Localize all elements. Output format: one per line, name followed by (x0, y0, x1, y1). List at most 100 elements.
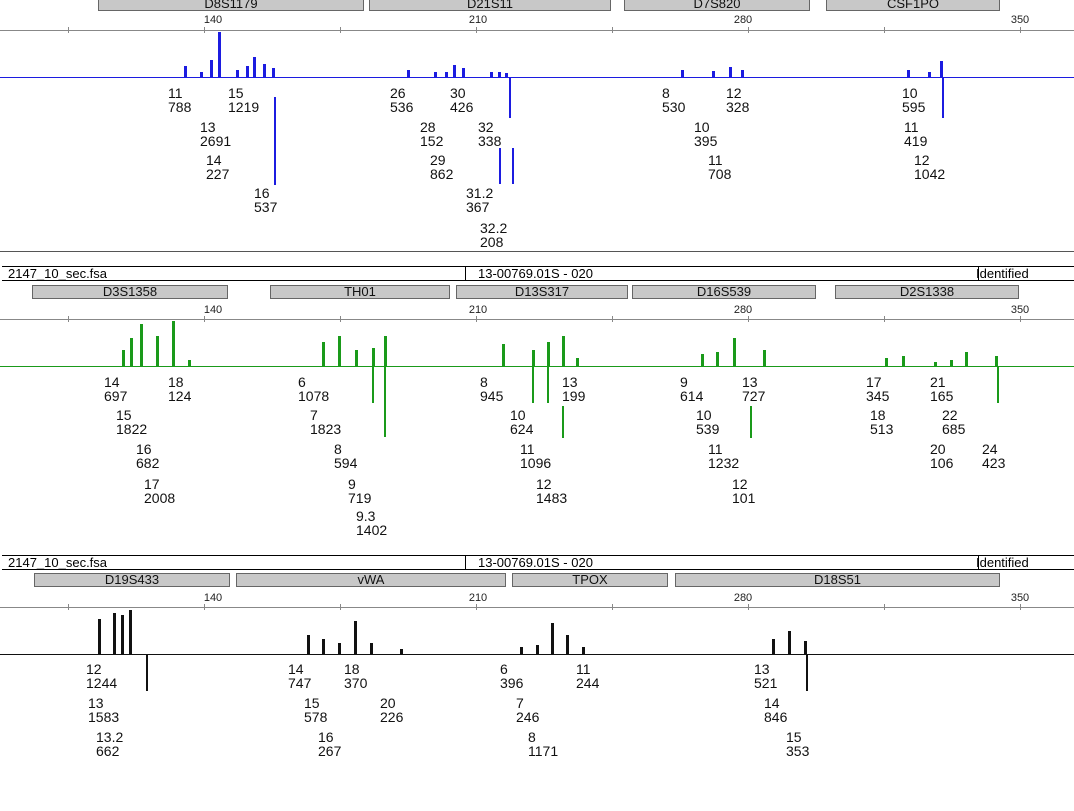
allele-call[interactable]: 14 846 (764, 696, 787, 724)
peak (372, 348, 375, 366)
locus-d18s51[interactable]: D18S51 (675, 573, 1000, 587)
locus-d3s1358[interactable]: D3S1358 (32, 285, 228, 299)
allele-call[interactable]: 12 1483 (536, 477, 567, 505)
allele-call[interactable]: 18 370 (344, 662, 367, 690)
allele-number: 13 (88, 695, 104, 711)
allele-height: 152 (420, 133, 444, 149)
locus-d8s1179[interactable]: D8S1179 (98, 0, 364, 11)
ruler-tick (612, 604, 613, 610)
allele-height: 614 (680, 388, 704, 404)
panel-separator (0, 251, 1074, 252)
allele-call[interactable]: 15 578 (304, 696, 327, 724)
sample-info-bar: 2147_10_sec.fsa 13-00769.01S - 020 Ident… (2, 266, 1074, 281)
allele-call[interactable]: 7 1823 (310, 408, 341, 436)
allele-call[interactable]: 8 945 (480, 375, 503, 403)
allele-height: 328 (726, 99, 750, 115)
allele-call[interactable]: 13 199 (562, 375, 585, 403)
allele-call[interactable]: 13 2691 (200, 120, 231, 148)
allele-call[interactable]: 11 1232 (708, 442, 739, 470)
allele-call[interactable]: 17 345 (866, 375, 889, 403)
allele-call[interactable]: 17 2008 (144, 477, 175, 505)
allele-call[interactable]: 22 685 (942, 408, 965, 436)
peak (253, 57, 256, 77)
allele-call[interactable]: 9.3 1402 (356, 509, 387, 537)
allele-call[interactable]: 30 426 (450, 86, 473, 114)
peak (562, 336, 565, 366)
peak (505, 73, 508, 77)
allele-call[interactable]: 14 697 (104, 375, 127, 403)
peak (172, 321, 175, 366)
allele-call[interactable]: 16 267 (318, 730, 341, 758)
allele-call[interactable]: 20 226 (380, 696, 403, 724)
locus-vwa[interactable]: vWA (236, 573, 506, 587)
allele-call[interactable]: 11 419 (904, 120, 927, 148)
allele-number: 29 (430, 152, 446, 168)
allele-number: 11 (576, 661, 591, 677)
allele-call[interactable]: 14 747 (288, 662, 311, 690)
locus-csf1po[interactable]: CSF1PO (826, 0, 1000, 11)
allele-number: 15 (304, 695, 320, 711)
allele-call[interactable]: 8 530 (662, 86, 685, 114)
allele-call[interactable]: 16 537 (254, 186, 277, 214)
allele-call[interactable]: 13.2 662 (96, 730, 123, 758)
allele-call[interactable]: 15 1822 (116, 408, 147, 436)
allele-call[interactable]: 8 1171 (528, 730, 558, 758)
locus-d13s317[interactable]: D13S317 (456, 285, 628, 299)
allele-call[interactable]: 31.2 367 (466, 186, 493, 214)
allele-call[interactable]: 12 328 (726, 86, 749, 114)
scale-label: 140 (203, 592, 223, 604)
allele-call[interactable]: 24 423 (982, 442, 1005, 470)
allele-call[interactable]: 12 1244 (86, 662, 117, 690)
locus-tpox[interactable]: TPOX (512, 573, 668, 587)
allele-call[interactable]: 12 1042 (914, 153, 945, 181)
allele-call[interactable]: 9 719 (348, 477, 371, 505)
allele-call[interactable]: 13 727 (742, 375, 765, 403)
allele-call[interactable]: 10 539 (696, 408, 719, 436)
locus-th01[interactable]: TH01 (270, 285, 450, 299)
locus-d2s1338[interactable]: D2S1338 (835, 285, 1019, 299)
allele-call[interactable]: 11 1096 (520, 442, 551, 470)
scale-label: 280 (733, 14, 753, 26)
locus-d21s11[interactable]: D21S11 (369, 0, 611, 11)
allele-call[interactable]: 15 353 (786, 730, 809, 758)
allele-number: 8 (480, 374, 488, 390)
locus-d16s539[interactable]: D16S539 (632, 285, 816, 299)
allele-number: 18 (344, 661, 360, 677)
allele-call[interactable]: 32 338 (478, 120, 501, 148)
locus-label: D8S1179 (204, 0, 258, 11)
ruler-tick (1020, 604, 1021, 610)
locus-label: D16S539 (696, 284, 752, 299)
allele-call[interactable]: 16 682 (136, 442, 159, 470)
allele-call[interactable]: 32.2 208 (480, 221, 507, 249)
locus-d7s820[interactable]: D7S820 (624, 0, 810, 11)
allele-call[interactable]: 15 1219 (228, 86, 259, 114)
allele-call[interactable]: 13 521 (754, 662, 777, 690)
allele-call[interactable]: 6 1078 (298, 375, 329, 403)
allele-call[interactable]: 11 708 (708, 153, 731, 181)
allele-call[interactable]: 10 595 (902, 86, 925, 114)
allele-number: 16 (254, 185, 270, 201)
allele-call[interactable]: 7 246 (516, 696, 539, 724)
allele-call[interactable]: 28 152 (420, 120, 443, 148)
allele-call[interactable]: 26 536 (390, 86, 413, 114)
allele-height: 513 (870, 421, 894, 437)
allele-call[interactable]: 18 513 (870, 408, 893, 436)
peak (354, 621, 357, 654)
allele-call[interactable]: 21 165 (930, 375, 953, 403)
allele-call[interactable]: 29 862 (430, 153, 453, 181)
allele-call[interactable]: 11 244 (576, 662, 599, 690)
allele-call[interactable]: 18 124 (168, 375, 191, 403)
locus-d19s433[interactable]: D19S433 (34, 573, 230, 587)
allele-call[interactable]: 10 624 (510, 408, 533, 436)
allele-call[interactable]: 10 395 (694, 120, 717, 148)
allele-call[interactable]: 9 614 (680, 375, 703, 403)
allele-call[interactable]: 13 1583 (88, 696, 119, 724)
allele-height: 345 (866, 388, 890, 404)
allele-call[interactable]: 12 101 (732, 477, 755, 505)
allele-call[interactable]: 14 227 (206, 153, 229, 181)
allele-call[interactable]: 8 594 (334, 442, 357, 470)
allele-call[interactable]: 20 106 (930, 442, 953, 470)
allele-call[interactable]: 6 396 (500, 662, 523, 690)
size-ruler (0, 319, 1074, 320)
allele-call[interactable]: 11 788 (168, 86, 191, 114)
